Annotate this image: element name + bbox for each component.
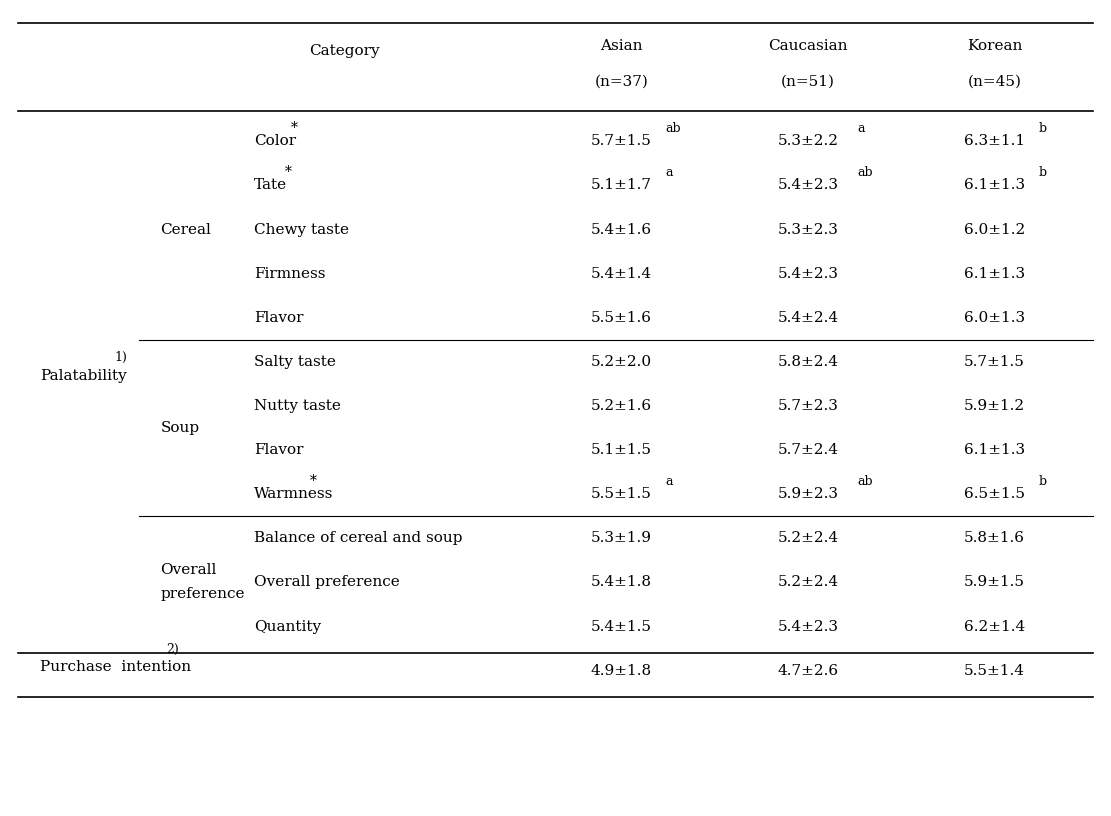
Text: 6.1±1.3: 6.1±1.3 (963, 267, 1025, 281)
Text: 5.2±2.0: 5.2±2.0 (591, 355, 652, 369)
Text: 6.1±1.3: 6.1±1.3 (963, 179, 1025, 193)
Text: Color: Color (253, 135, 296, 149)
Text: Purchase  intention: Purchase intention (40, 659, 191, 674)
Text: a: a (858, 122, 864, 135)
Text: 5.5±1.6: 5.5±1.6 (591, 311, 652, 325)
Text: Flavor: Flavor (253, 443, 303, 457)
Text: 5.4±1.6: 5.4±1.6 (591, 223, 652, 237)
Text: 5.1±1.5: 5.1±1.5 (591, 443, 652, 457)
Text: Chewy taste: Chewy taste (253, 223, 349, 237)
Text: b: b (1038, 122, 1047, 135)
Text: ab: ab (858, 475, 873, 488)
Text: 5.4±2.3: 5.4±2.3 (778, 619, 839, 633)
Text: 5.2±2.4: 5.2±2.4 (778, 531, 839, 545)
Text: 5.3±2.2: 5.3±2.2 (778, 135, 839, 149)
Text: Quantity: Quantity (253, 619, 321, 633)
Text: Salty taste: Salty taste (253, 355, 336, 369)
Text: Asian: Asian (600, 39, 642, 53)
Text: 6.3±1.1: 6.3±1.1 (963, 135, 1025, 149)
Text: 5.5±1.5: 5.5±1.5 (591, 487, 652, 501)
Text: 6.5±1.5: 6.5±1.5 (964, 487, 1024, 501)
Text: a: a (665, 166, 673, 179)
Text: 5.8±1.6: 5.8±1.6 (964, 531, 1024, 545)
Text: Caucasian: Caucasian (768, 39, 848, 53)
Text: *: * (284, 165, 291, 179)
Text: 5.9±1.5: 5.9±1.5 (964, 575, 1024, 589)
Text: preference: preference (161, 588, 246, 601)
Text: 2): 2) (166, 643, 179, 656)
Text: 5.9±2.3: 5.9±2.3 (778, 487, 839, 501)
Text: Cereal: Cereal (161, 223, 211, 237)
Text: Nutty taste: Nutty taste (253, 399, 341, 413)
Text: ab: ab (665, 122, 681, 135)
Text: b: b (1038, 166, 1047, 179)
Text: Balance of cereal and soup: Balance of cereal and soup (253, 531, 462, 545)
Text: 5.7±2.3: 5.7±2.3 (778, 399, 839, 413)
Text: 5.8±2.4: 5.8±2.4 (778, 355, 839, 369)
Text: Soup: Soup (161, 421, 200, 435)
Text: (n=45): (n=45) (968, 75, 1021, 89)
Text: 5.2±1.6: 5.2±1.6 (591, 399, 652, 413)
Text: 5.4±2.3: 5.4±2.3 (778, 179, 839, 193)
Text: (n=37): (n=37) (594, 75, 648, 89)
Text: 4.7±2.6: 4.7±2.6 (778, 663, 839, 678)
Text: 5.7±1.5: 5.7±1.5 (964, 355, 1024, 369)
Text: 5.2±2.4: 5.2±2.4 (778, 575, 839, 589)
Text: 5.3±1.9: 5.3±1.9 (591, 531, 652, 545)
Text: Overall preference: Overall preference (253, 575, 400, 589)
Text: 6.0±1.2: 6.0±1.2 (963, 223, 1025, 237)
Text: 6.1±1.3: 6.1±1.3 (963, 443, 1025, 457)
Text: 6.0±1.3: 6.0±1.3 (963, 311, 1025, 325)
Text: (n=51): (n=51) (781, 75, 834, 89)
Text: 5.7±2.4: 5.7±2.4 (778, 443, 839, 457)
Text: Overall: Overall (161, 563, 217, 578)
Text: 5.4±1.8: 5.4±1.8 (591, 575, 652, 589)
Text: *: * (310, 474, 317, 488)
Text: b: b (1038, 475, 1047, 488)
Text: ab: ab (858, 166, 873, 179)
Text: 5.4±2.4: 5.4±2.4 (778, 311, 839, 325)
Text: 5.3±2.3: 5.3±2.3 (778, 223, 839, 237)
Text: Category: Category (309, 44, 379, 58)
Text: Flavor: Flavor (253, 311, 303, 325)
Text: Warmness: Warmness (253, 487, 333, 501)
Text: 4.9±1.8: 4.9±1.8 (591, 663, 652, 678)
Text: 5.4±1.5: 5.4±1.5 (591, 619, 652, 633)
Text: 5.4±2.3: 5.4±2.3 (778, 267, 839, 281)
Text: 1): 1) (114, 351, 128, 364)
Text: *: * (291, 121, 298, 135)
Text: 5.4±1.4: 5.4±1.4 (591, 267, 652, 281)
Text: 5.1±1.7: 5.1±1.7 (591, 179, 652, 193)
Text: 5.9±1.2: 5.9±1.2 (963, 399, 1025, 413)
Text: Palatability: Palatability (40, 369, 127, 383)
Text: 5.7±1.5: 5.7±1.5 (591, 135, 652, 149)
Text: Firmness: Firmness (253, 267, 326, 281)
Text: a: a (665, 475, 673, 488)
Text: Korean: Korean (967, 39, 1022, 53)
Text: 6.2±1.4: 6.2±1.4 (963, 619, 1025, 633)
Text: 5.5±1.4: 5.5±1.4 (964, 663, 1024, 678)
Text: Tate: Tate (253, 179, 287, 193)
